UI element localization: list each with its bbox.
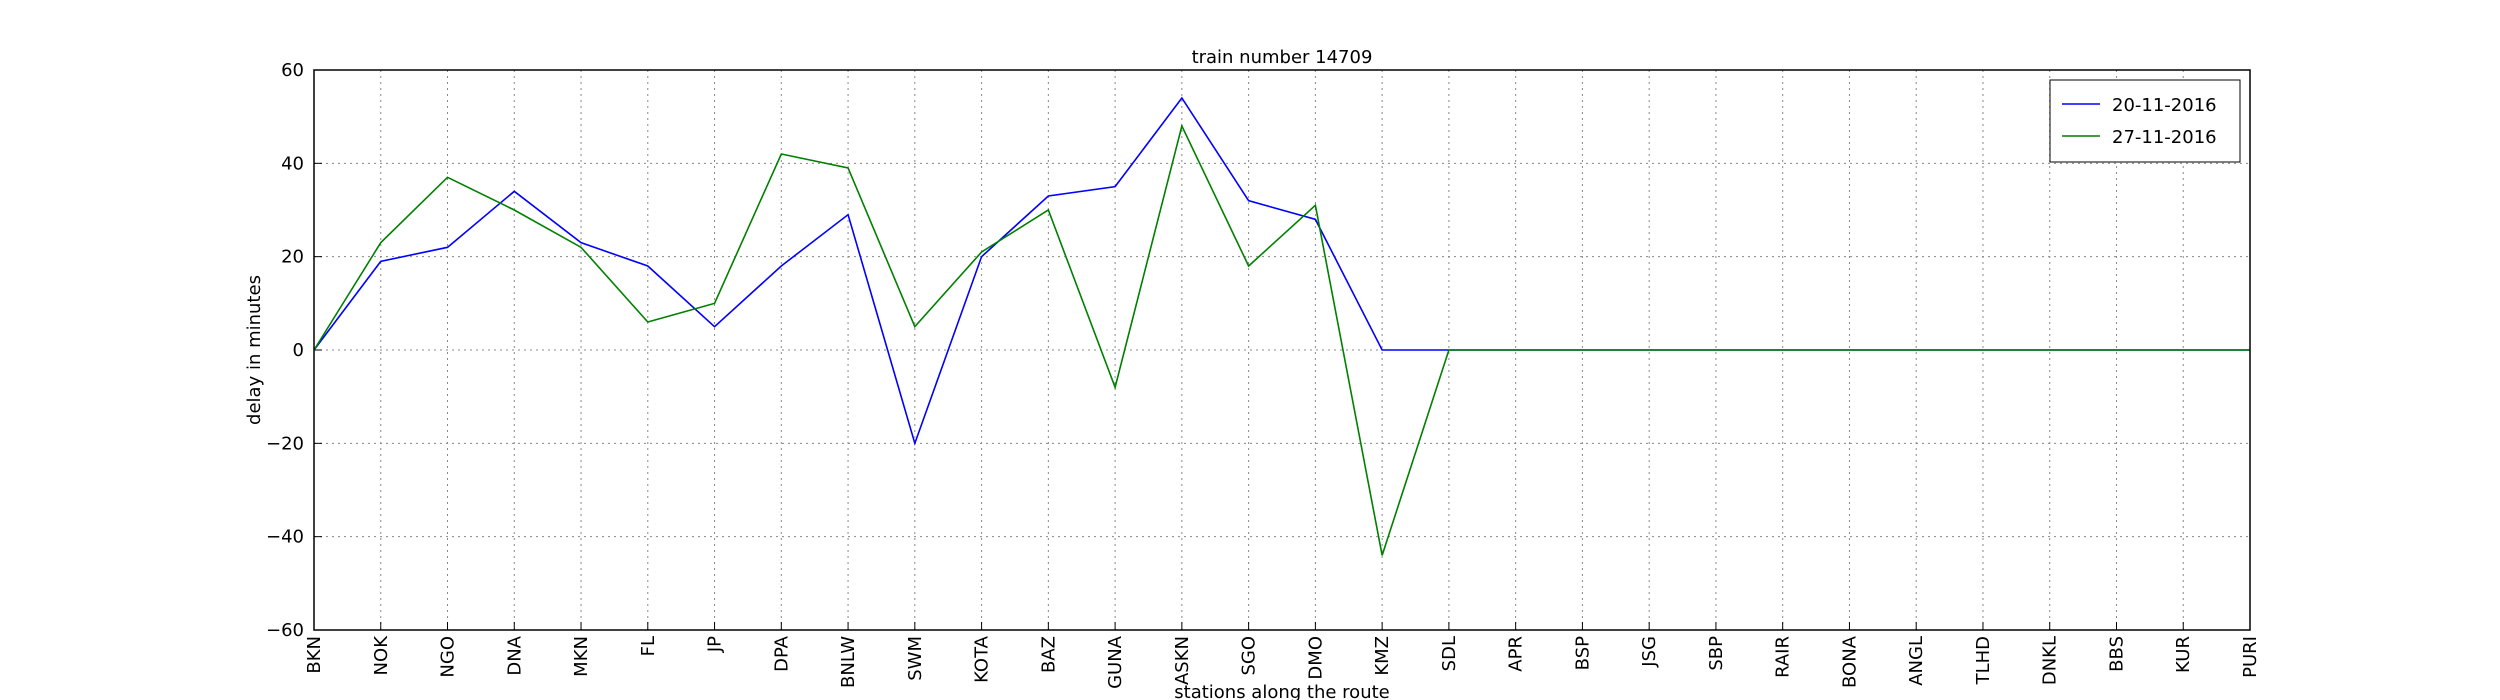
x-tick-label: GUNA: [1105, 635, 1126, 689]
x-tick-label: SWM: [905, 636, 926, 681]
x-tick-label: MKN: [571, 636, 592, 677]
y-tick-label: 0: [293, 340, 304, 361]
data-line: [313, 123, 2250, 556]
legend-label: 27-11-2016: [2112, 127, 2217, 148]
x-tick-label: BONA: [1839, 635, 1860, 688]
plot-frame: [313, 69, 2251, 631]
x-axis-label: stations along the route: [1174, 682, 1389, 700]
x-tick-label: NGO: [438, 636, 459, 678]
x-tick-label: BSP: [1572, 636, 1593, 670]
x-tick-label: PURI: [2240, 636, 2261, 678]
x-tick-label: DNKL: [2040, 636, 2061, 685]
x-tick-label: BBS: [2106, 636, 2127, 672]
legend-label: 20-11-2016: [2112, 95, 2217, 116]
x-tick-label: JSG: [1639, 636, 1660, 668]
x-tick-label: ANGL: [1906, 636, 1927, 686]
x-tick-label: TLHD: [1973, 636, 1994, 685]
x-tick-label: KUR: [2173, 636, 2194, 673]
x-tick-label: DNA: [504, 635, 525, 675]
legend-box: [2049, 79, 2241, 163]
x-tick-label: ASKN: [1172, 636, 1193, 685]
y-tick-label: 20: [281, 247, 304, 268]
x-tick-label: BKN: [304, 636, 325, 674]
x-tick-label: DMO: [1305, 636, 1326, 680]
chart-title: train number 14709: [1192, 47, 1373, 68]
x-tick-label: NOK: [371, 635, 392, 676]
y-tick-label: −20: [266, 433, 304, 454]
x-tick-label: DPA: [771, 635, 792, 672]
x-tick-label: RAIR: [1773, 636, 1794, 678]
data-line: [313, 96, 2250, 446]
x-tick-label: SGO: [1239, 636, 1260, 676]
y-tick-label: −60: [266, 620, 304, 641]
y-tick-label: 60: [281, 60, 304, 81]
x-tick-label: JP: [705, 636, 726, 653]
x-tick-label: SBP: [1706, 636, 1727, 671]
x-tick-label: FL: [638, 636, 659, 656]
x-tick-label: BNLW: [838, 636, 859, 688]
x-tick-label: APR: [1506, 636, 1527, 672]
y-axis-label: delay in minutes: [244, 275, 265, 425]
x-tick-label: BAZ: [1038, 636, 1059, 673]
x-tick-label: KMZ: [1372, 636, 1393, 676]
x-tick-label: KOTA: [972, 635, 993, 683]
legend: 20-11-2016 27-11-2016: [2049, 79, 2241, 163]
y-tick-label: −40: [266, 527, 304, 548]
y-tick-label: 40: [281, 153, 304, 174]
x-tick-label: SDL: [1439, 636, 1460, 671]
